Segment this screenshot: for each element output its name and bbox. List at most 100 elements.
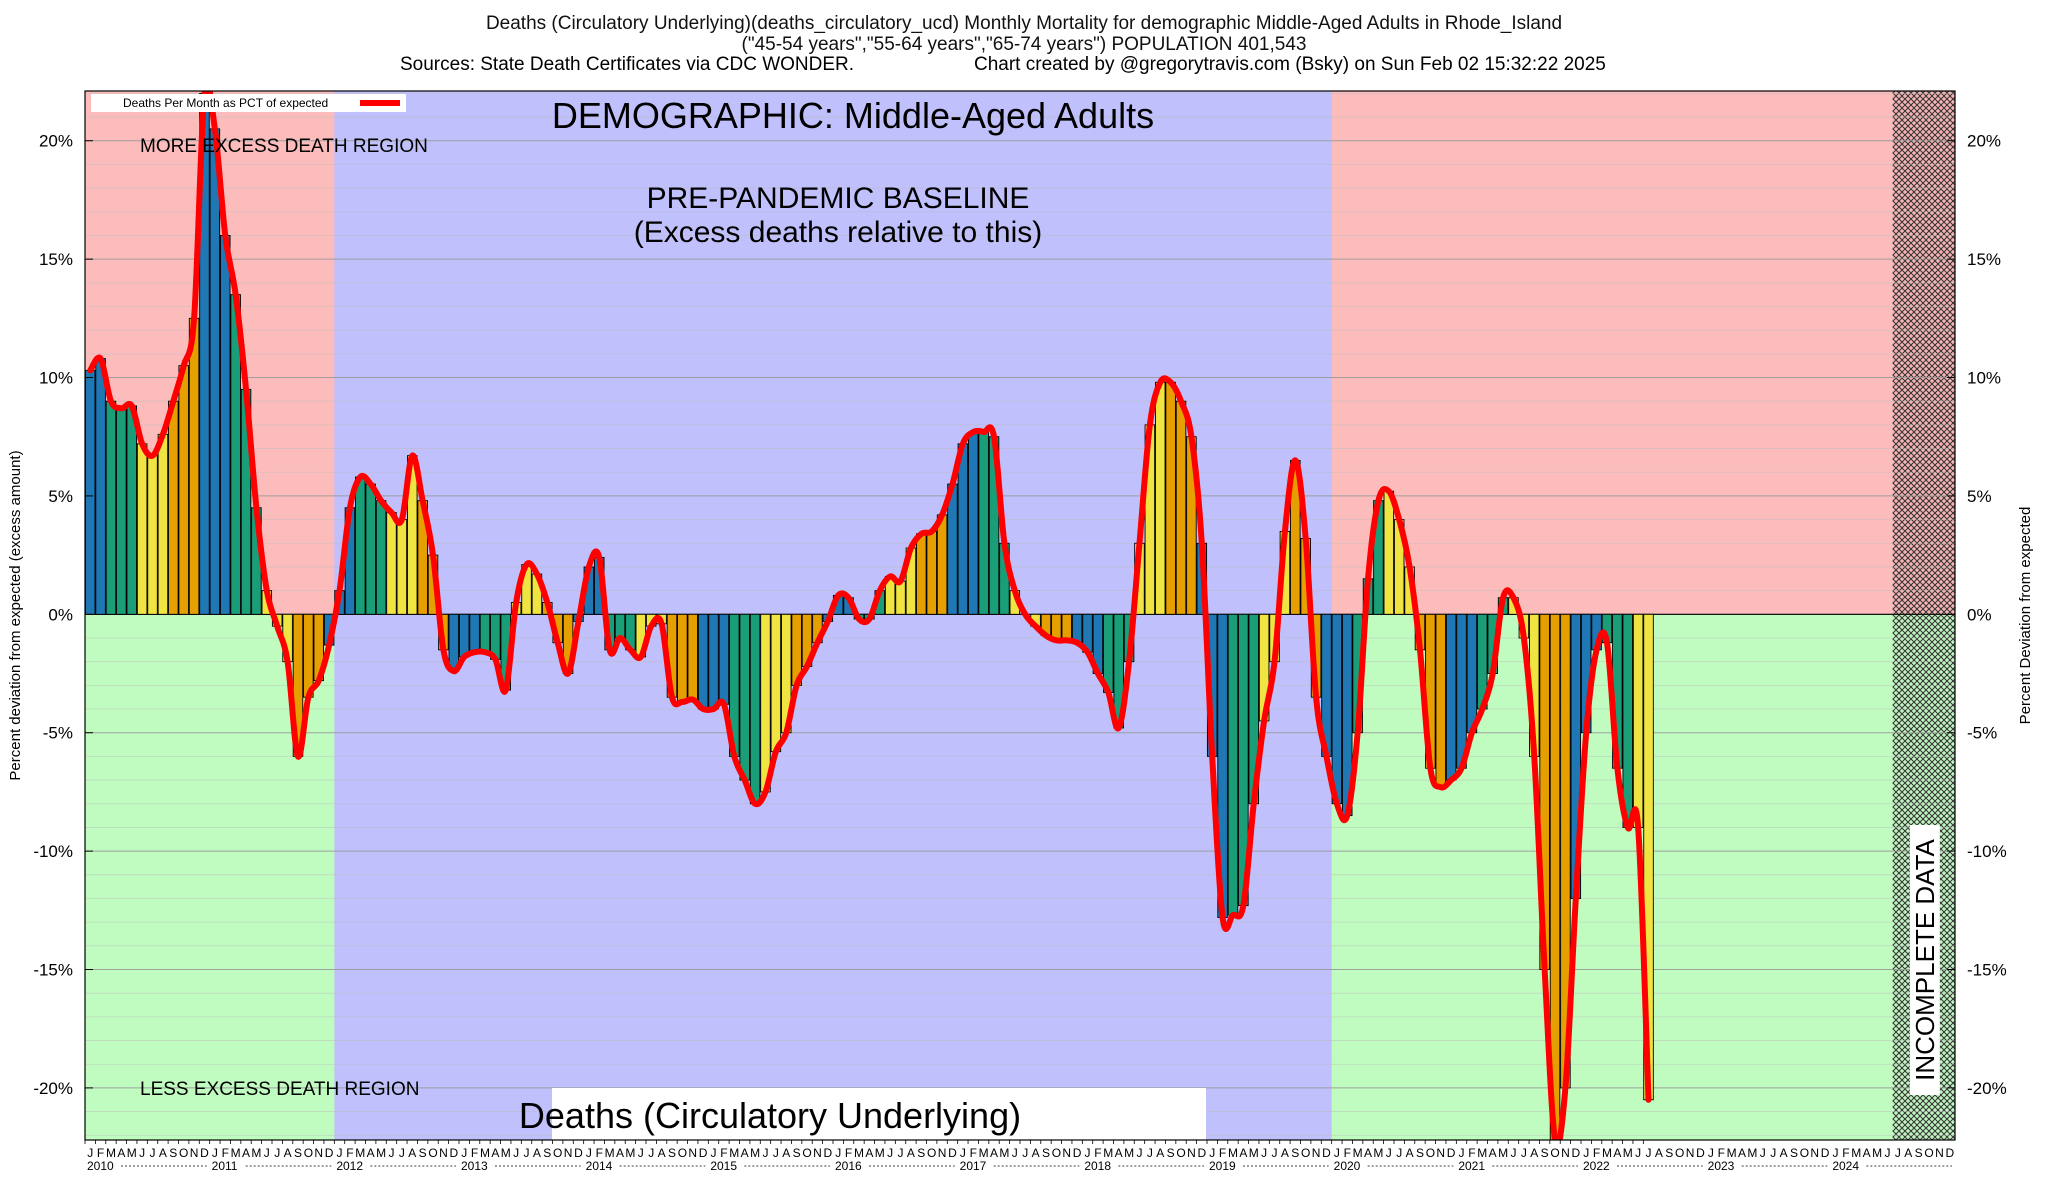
bar (697, 613, 709, 710)
month-label: M (231, 1146, 241, 1160)
month-label: J (835, 1146, 841, 1160)
month-label: A (1780, 1146, 1788, 1160)
month-label: N (1810, 1146, 1819, 1160)
month-label: J (1085, 1146, 1091, 1160)
month-label: S (419, 1146, 427, 1160)
bar (708, 613, 719, 710)
demographic-label: DEMOGRAPHIC: Middle-Aged Adults (552, 95, 1154, 136)
month-label: J (264, 1146, 270, 1160)
bar (178, 365, 189, 615)
month-label: A (1281, 1146, 1289, 1160)
month-label: J (773, 1146, 779, 1160)
month-label: M (605, 1146, 615, 1160)
month-label: F (97, 1146, 104, 1160)
ytick-label-left: -20% (33, 1079, 73, 1098)
ytick-label-right: -10% (1967, 842, 2007, 861)
year-label: 2024 (1832, 1159, 1859, 1173)
month-label: F (1219, 1146, 1226, 1160)
month-label: M (999, 1146, 1009, 1160)
month-label: S (294, 1146, 302, 1160)
month-label: D (823, 1146, 832, 1160)
month-label: D (1821, 1146, 1830, 1160)
month-label: D (1696, 1146, 1705, 1160)
month-label: M (1498, 1146, 1508, 1160)
ytick-label-left: -5% (43, 724, 73, 743)
month-label: S (543, 1146, 551, 1160)
month-label: S (1541, 1146, 1549, 1160)
month-label: J (388, 1146, 394, 1160)
month-label: F (970, 1146, 977, 1160)
bar (1622, 613, 1633, 828)
ytick-label-right: 10% (1967, 369, 2001, 388)
bar (978, 431, 989, 615)
ytick-label-left: 0% (48, 605, 73, 624)
bar (677, 613, 688, 703)
baseline-label: PRE-PANDEMIC BASELINE (647, 182, 1030, 215)
bar (157, 433, 169, 615)
bar (1227, 613, 1239, 916)
month-label: O (1301, 1146, 1310, 1160)
month-label: S (1915, 1146, 1923, 1160)
month-label: S (1790, 1146, 1798, 1160)
month-label: A (658, 1146, 666, 1160)
bar (957, 443, 969, 615)
year-label: 2014 (586, 1159, 613, 1173)
month-label: O (1176, 1146, 1185, 1160)
year-label: 2011 (212, 1159, 238, 1173)
month-label: A (1239, 1146, 1247, 1160)
month-label: M (854, 1146, 864, 1160)
month-label: J (1272, 1146, 1278, 1160)
month-label: F (720, 1146, 727, 1160)
month-label: N (1561, 1146, 1570, 1160)
ytick-label-left: -15% (33, 961, 73, 980)
bar (479, 613, 491, 653)
bar (614, 613, 626, 639)
month-label: F (845, 1146, 852, 1160)
bar (760, 613, 771, 793)
bar (386, 512, 397, 615)
month-label: A (1613, 1146, 1621, 1160)
month-label: O (1426, 1146, 1435, 1160)
month-label: A (533, 1146, 541, 1160)
month-label: A (741, 1146, 749, 1160)
bar (188, 317, 200, 615)
metric-label-box (552, 1088, 1206, 1140)
bar (1165, 381, 1176, 615)
month-label: O (678, 1146, 687, 1160)
month-label: F (1094, 1146, 1101, 1160)
bar (718, 613, 730, 705)
month-label: M (1727, 1146, 1737, 1160)
month-label: D (325, 1146, 334, 1160)
incomplete-label-box (1909, 825, 1940, 1095)
month-label: O (179, 1146, 188, 1160)
month-label: A (1863, 1146, 1871, 1160)
month-label: M (1623, 1146, 1633, 1160)
month-label: A (1364, 1146, 1372, 1160)
month-label: D (449, 1146, 458, 1160)
month-label: A (284, 1146, 292, 1160)
month-label: A (242, 1146, 250, 1160)
ytick-label-right: 15% (1967, 250, 2001, 269)
month-label: J (150, 1146, 156, 1160)
month-label: M (1602, 1146, 1612, 1160)
bar (1331, 613, 1343, 805)
month-label: N (1436, 1146, 1445, 1160)
month-label: A (1738, 1146, 1746, 1160)
month-label: A (1655, 1146, 1663, 1160)
month-label: J (586, 1146, 592, 1160)
month-label: J (1022, 1146, 1028, 1160)
month-label: D (1322, 1146, 1331, 1160)
month-label: O (1675, 1146, 1684, 1160)
ytick-label-left: 15% (39, 250, 73, 269)
month-label: M (1373, 1146, 1383, 1160)
legend-label: Deaths Per Month as PCT of expected (123, 96, 328, 110)
month-label: J (638, 1146, 644, 1160)
month-label: N (190, 1146, 199, 1160)
month-label: J (1261, 1146, 1267, 1160)
month-label: S (1042, 1146, 1050, 1160)
month-label: J (1895, 1146, 1901, 1160)
month-label: D (948, 1146, 957, 1160)
month-label: D (1073, 1146, 1082, 1160)
month-label: F (1718, 1146, 1725, 1160)
month-label: J (762, 1146, 768, 1160)
